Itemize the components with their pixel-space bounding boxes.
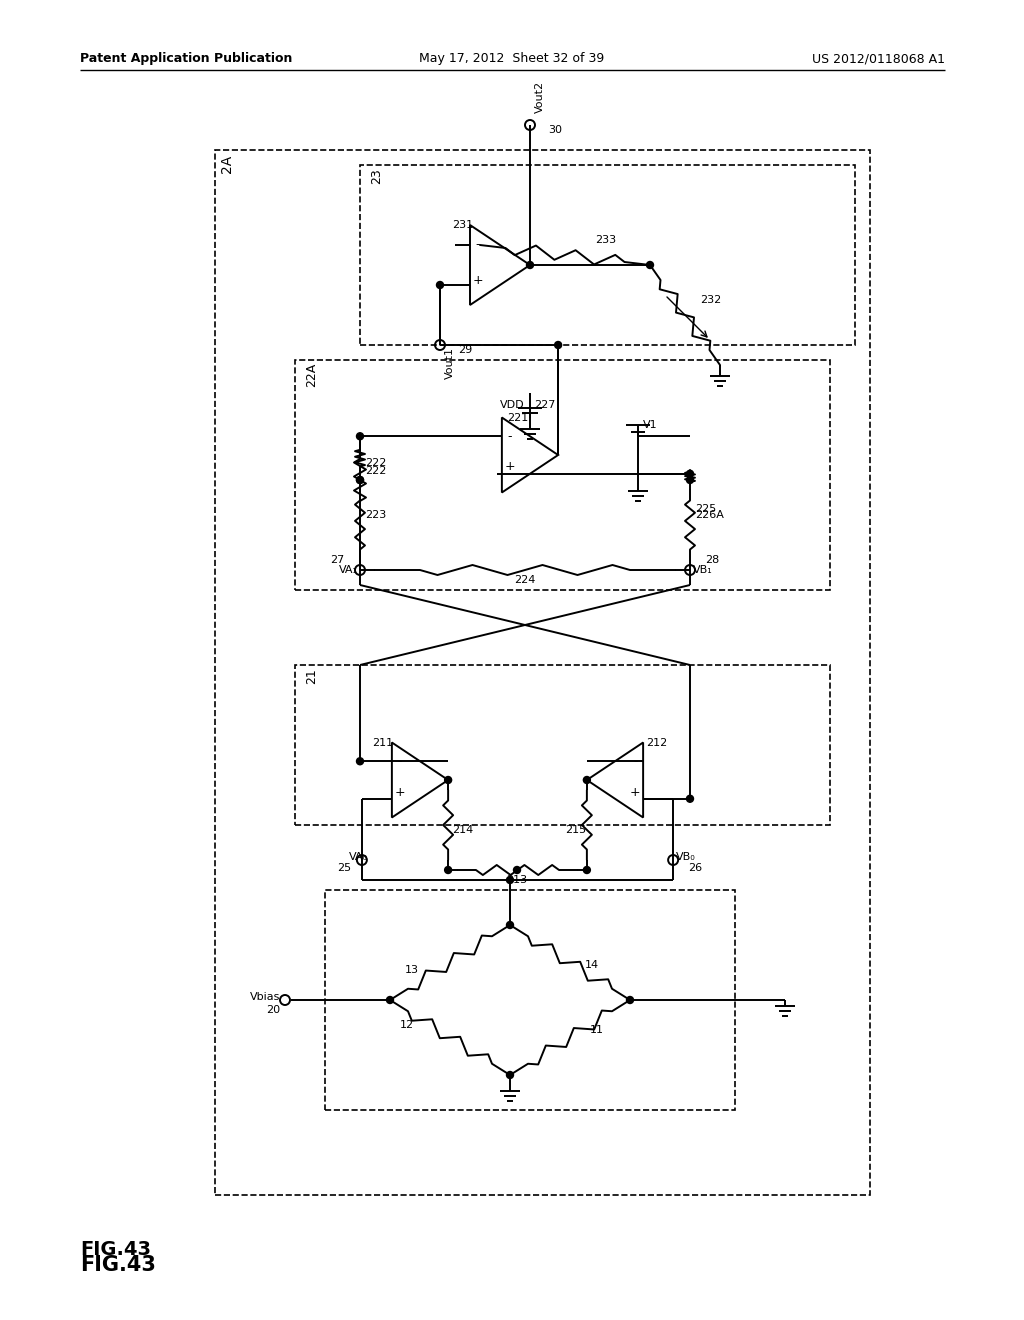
Bar xyxy=(325,890,735,1110)
Text: 223: 223 xyxy=(365,510,386,520)
Text: +: + xyxy=(630,785,640,799)
Text: Patent Application Publication: Patent Application Publication xyxy=(80,51,293,65)
Text: VA₁: VA₁ xyxy=(339,565,358,576)
Text: 12: 12 xyxy=(400,1020,414,1030)
Text: 28: 28 xyxy=(705,554,719,565)
Text: 211: 211 xyxy=(372,738,393,748)
Circle shape xyxy=(555,342,561,348)
Text: 222: 222 xyxy=(365,458,386,469)
Text: May 17, 2012  Sheet 32 of 39: May 17, 2012 Sheet 32 of 39 xyxy=(420,51,604,65)
Circle shape xyxy=(627,997,634,1003)
Text: 227: 227 xyxy=(534,400,555,411)
Text: 231: 231 xyxy=(452,220,473,230)
Text: 21: 21 xyxy=(305,668,318,684)
Text: 232: 232 xyxy=(700,294,721,305)
Text: 23: 23 xyxy=(370,168,383,183)
Bar xyxy=(295,360,830,590)
Text: Vout2: Vout2 xyxy=(535,81,545,114)
Text: VDD: VDD xyxy=(500,400,524,411)
Text: 221: 221 xyxy=(507,413,528,422)
Text: Vbias: Vbias xyxy=(250,993,280,1002)
Text: VB₁: VB₁ xyxy=(693,565,713,576)
Text: 215: 215 xyxy=(565,825,586,836)
Text: FIG.43: FIG.43 xyxy=(80,1255,156,1275)
Text: 226A: 226A xyxy=(695,510,724,520)
Circle shape xyxy=(686,795,693,803)
Text: -: - xyxy=(508,430,512,444)
Text: 20: 20 xyxy=(266,1005,280,1015)
Bar xyxy=(360,165,855,345)
Text: VB₀: VB₀ xyxy=(676,851,696,862)
Text: +: + xyxy=(505,461,515,474)
Circle shape xyxy=(584,776,591,784)
Text: 26: 26 xyxy=(688,863,702,873)
Text: 225: 225 xyxy=(695,504,716,513)
Text: 25: 25 xyxy=(337,863,351,873)
Text: 2A: 2A xyxy=(220,154,234,173)
Circle shape xyxy=(444,776,452,784)
Circle shape xyxy=(526,261,534,268)
Circle shape xyxy=(386,997,393,1003)
Text: 213: 213 xyxy=(507,875,527,884)
Circle shape xyxy=(507,876,513,883)
Text: Vout1: Vout1 xyxy=(445,347,455,379)
Text: 13: 13 xyxy=(406,965,419,975)
Circle shape xyxy=(356,433,364,440)
Text: 214: 214 xyxy=(453,825,473,836)
Circle shape xyxy=(356,477,364,483)
Text: -: - xyxy=(397,755,402,768)
Circle shape xyxy=(356,758,364,764)
Text: 30: 30 xyxy=(548,125,562,135)
Text: -: - xyxy=(476,239,480,252)
Text: 22A: 22A xyxy=(305,363,318,387)
Circle shape xyxy=(356,477,364,483)
Text: 233: 233 xyxy=(595,235,616,246)
Text: 11: 11 xyxy=(590,1026,604,1035)
Text: +: + xyxy=(473,273,483,286)
Circle shape xyxy=(444,866,452,874)
Bar xyxy=(215,150,870,1195)
Text: US 2012/0118068 A1: US 2012/0118068 A1 xyxy=(812,51,945,65)
Circle shape xyxy=(436,281,443,289)
Circle shape xyxy=(507,1072,513,1078)
Text: 222: 222 xyxy=(365,466,386,477)
Circle shape xyxy=(686,477,693,483)
Circle shape xyxy=(646,261,653,268)
Text: 14: 14 xyxy=(585,960,599,970)
Text: VA₀: VA₀ xyxy=(349,851,369,862)
Text: 224: 224 xyxy=(514,576,536,585)
Text: 212: 212 xyxy=(646,738,668,748)
Text: -: - xyxy=(633,755,637,768)
Text: V1: V1 xyxy=(643,420,657,430)
Text: +: + xyxy=(394,785,406,799)
Circle shape xyxy=(513,866,520,874)
Circle shape xyxy=(584,866,591,874)
Circle shape xyxy=(507,921,513,928)
Text: 29: 29 xyxy=(458,345,472,355)
Text: FIG.43: FIG.43 xyxy=(80,1239,151,1259)
Bar xyxy=(295,665,830,825)
Circle shape xyxy=(686,470,693,478)
Text: 27: 27 xyxy=(330,554,344,565)
